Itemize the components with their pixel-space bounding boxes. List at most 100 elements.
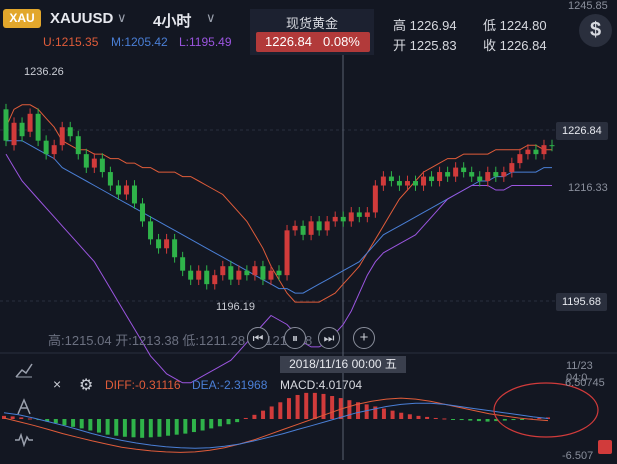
candle-body (332, 216, 338, 222)
macd-bar (122, 419, 127, 437)
macd-bar (269, 406, 274, 419)
candle-body (477, 176, 483, 182)
macd-bar (468, 419, 473, 421)
candle-body (316, 221, 322, 231)
candle-body (83, 154, 89, 168)
gear-icon[interactable]: ⚙ (79, 377, 94, 394)
candle-body (445, 172, 451, 177)
add-icon[interactable]: + (353, 327, 375, 349)
warning-icon[interactable] (598, 440, 612, 454)
candle-body (340, 216, 346, 222)
candle-body (75, 136, 81, 155)
macd-bar (381, 408, 386, 419)
candle-body (525, 149, 531, 155)
candle-body (188, 270, 194, 280)
step-back-icon[interactable]: ⏮ (247, 327, 269, 349)
instrument-name: 现货黄金 (285, 16, 338, 31)
candle-body (469, 172, 475, 177)
candle-body (228, 266, 234, 280)
macd-lines (3, 397, 549, 453)
candle-body (115, 185, 121, 195)
low-price-tag: 1195.68 (556, 293, 607, 311)
candle-body (372, 185, 378, 213)
step-forward-icon[interactable]: ⏭ (318, 327, 340, 349)
macd-bar (390, 410, 395, 419)
macd-diff-value: DIFF:-0.31116 (105, 378, 181, 392)
macd-value: MACD:4.01704 (280, 378, 363, 392)
timeframe-chevron-down-icon[interactable]: ∨ (206, 10, 216, 25)
drawing-tool-icon[interactable] (15, 398, 33, 420)
macd-bar (485, 419, 490, 422)
macd-bar (425, 416, 430, 419)
macd-bar (451, 419, 456, 420)
macd-bar (364, 404, 369, 419)
macd-bar (476, 419, 481, 422)
macd-bar (62, 419, 67, 426)
macd-bar (433, 417, 438, 419)
macd-bar (520, 419, 525, 420)
trend-line-icon[interactable] (15, 362, 33, 382)
candle-body (252, 266, 258, 276)
crosshair-ohlc: 高:1215.04 开:1213.38 低:1211.28 收:1214.28 (48, 333, 313, 348)
macd-bar (2, 415, 6, 419)
candle-body (421, 176, 427, 186)
price-change-box: 1226.84 0.08% (256, 32, 370, 52)
candle-body (348, 212, 354, 222)
macd-bar (105, 419, 110, 435)
candle-body (180, 257, 186, 271)
macd-bar (235, 419, 240, 423)
macd-bar (243, 417, 248, 419)
macd-bar (252, 414, 257, 419)
candle-body (196, 270, 202, 280)
candle-body (453, 167, 459, 177)
axis-top-label: 1245.85 (568, 0, 608, 12)
macd-bar (442, 418, 447, 420)
macd-bar (157, 419, 162, 437)
close-indicator-icon[interactable]: × (53, 376, 62, 392)
candle-body (364, 212, 370, 217)
pause-icon[interactable]: ⏸ (284, 327, 306, 349)
macd-bar (399, 412, 404, 419)
low-annotation: 1196.19 (216, 301, 255, 313)
quote-close: 收 1226.84 (483, 38, 547, 53)
macd-bar (338, 398, 343, 419)
candle-body (51, 145, 57, 155)
candle-body (91, 158, 97, 168)
candle-body (308, 221, 314, 235)
candle-body (43, 140, 49, 155)
candle-body (380, 176, 386, 186)
macd-bar (278, 402, 283, 419)
dea-line (3, 402, 549, 449)
symbol-chevron-down-icon[interactable]: ∨ (117, 10, 127, 25)
macd-bar (321, 393, 326, 419)
macd-bar (45, 419, 50, 422)
macd-bar (114, 419, 119, 436)
symbol-selector[interactable]: XAUUSD (50, 10, 114, 27)
high-annotation: 1236.26 (24, 66, 64, 78)
macd-bar (140, 419, 145, 438)
candle-body (107, 172, 113, 186)
candle-body (11, 122, 17, 146)
macd-bar (166, 419, 171, 436)
axis-date-label: 11/23 04:0 (566, 360, 593, 384)
quote-open: 开 1225.83 (393, 38, 457, 53)
macd-bar (174, 419, 179, 435)
timeframe-selector[interactable]: 4小时 (153, 13, 192, 30)
macd-bar (537, 417, 542, 419)
quote-panel: 现货黄金 1226.84 0.08% (250, 9, 374, 55)
macd-bar (494, 419, 499, 422)
candle-body (59, 127, 65, 146)
candle-body (517, 154, 523, 164)
candle-body (148, 221, 154, 240)
candle-body (396, 181, 402, 186)
macd-bar (261, 410, 266, 419)
dollar-icon[interactable]: $ (579, 14, 612, 47)
macd-bar (295, 394, 300, 419)
candle-body (131, 185, 137, 204)
candle-body (260, 266, 266, 280)
bollinger-lower-line (5, 153, 552, 384)
axis-mid-label: 1216.33 (568, 182, 608, 194)
waveform-icon[interactable] (14, 432, 34, 451)
macd-dea-value: DEA:-2.31968 (192, 378, 268, 392)
